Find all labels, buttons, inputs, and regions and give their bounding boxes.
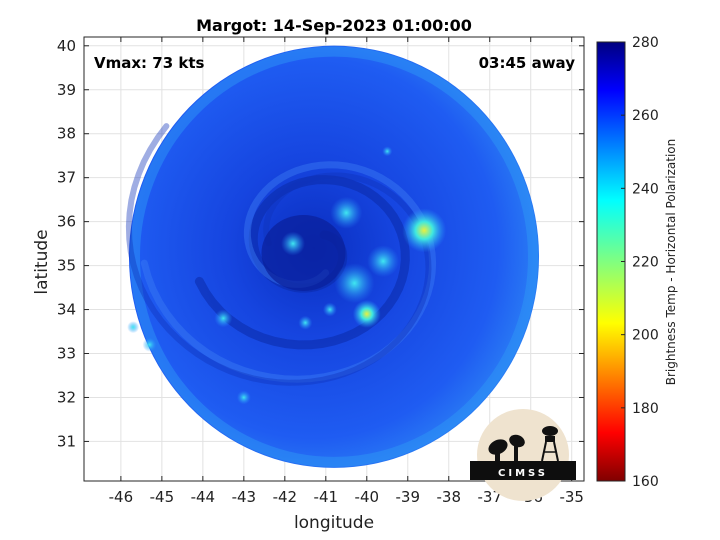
cimss-logo-text: CIMSS: [498, 468, 548, 479]
x-axis-label: longitude: [294, 513, 374, 533]
colorbar-gradient: [596, 41, 626, 482]
y-tick-label: 40: [57, 37, 76, 55]
colorbar-tick-label: 240: [632, 181, 659, 197]
y-tick-label: 31: [57, 432, 76, 450]
convective-feature: [236, 390, 251, 405]
convective-feature: [330, 196, 363, 229]
convective-feature: [142, 337, 157, 352]
colorbar-ticks: 160 180 200 220 240 260 280: [621, 35, 659, 490]
x-tick-label: -45: [150, 488, 175, 506]
x-tick-label: -41: [314, 488, 339, 506]
x-tick-label: -43: [232, 488, 257, 506]
x-tick-label: -37: [477, 488, 502, 506]
convective-feature: [281, 231, 306, 256]
cimss-logo: CIMSS: [470, 409, 576, 501]
y-tick-label: 36: [57, 213, 76, 231]
x-tick-label: -39: [396, 488, 421, 506]
convective-feature: [298, 315, 313, 330]
y-tick-label: 35: [57, 257, 76, 275]
convective-feature: [382, 146, 393, 157]
y-tick-label: 37: [57, 169, 76, 187]
x-tick-label: -40: [355, 488, 380, 506]
convective-feature: [334, 263, 375, 304]
vmax-annotation: Vmax: 73 kts: [94, 54, 204, 72]
storm-core: [261, 215, 346, 292]
colorbar-tick-label: 200: [632, 328, 659, 344]
x-tick-label: -38: [437, 488, 462, 506]
colorbar-label: Brightness Temp - Horizontal Polarizatio…: [664, 139, 678, 386]
colorbar-tick-label: 260: [632, 108, 659, 124]
x-tick-label: -42: [273, 488, 298, 506]
convective-feature: [367, 245, 400, 278]
plot-frame: [83, 36, 585, 482]
y-tick-label: 32: [57, 388, 76, 406]
y-tick-label: 33: [57, 345, 76, 363]
y-tick-label: 38: [57, 125, 76, 143]
time-away-annotation: 03:45 away: [479, 54, 576, 72]
convective-feature: [127, 321, 140, 334]
convective-feature: [402, 208, 447, 253]
y-tick-label: 39: [57, 81, 76, 99]
colorbar: 160 180 200 220 240 260 280 Brightness Temp - …: [596, 35, 678, 490]
colorbar-tick-label: 280: [632, 35, 659, 51]
y-axis-ticks: 31 32 33 34 35 36 37 38 39 40: [57, 37, 584, 450]
x-tick-label: -44: [191, 488, 216, 506]
colorbar-tick-label: 180: [632, 401, 659, 417]
convective-feature: [352, 299, 381, 328]
y-tick-label: 34: [57, 301, 76, 319]
x-tick-label: -35: [559, 488, 584, 506]
plot-area: -46-45-44-43-42-41-40-39-38-37-36-35 313…: [57, 36, 585, 506]
convective-feature: [214, 309, 233, 328]
x-tick-label: -46: [109, 488, 134, 506]
y-axis-label: latitude: [32, 229, 52, 294]
swath-rim: [129, 46, 539, 467]
colorbar-tick-label: 160: [632, 474, 659, 490]
convective-feature: [322, 302, 337, 317]
brightness-temp-swath: [125, 45, 540, 468]
spiral-band: [125, 123, 432, 386]
chart-title: Margot: 14-Sep-2023 01:00:00: [196, 16, 472, 35]
colorbar-tick-label: 220: [632, 255, 659, 271]
